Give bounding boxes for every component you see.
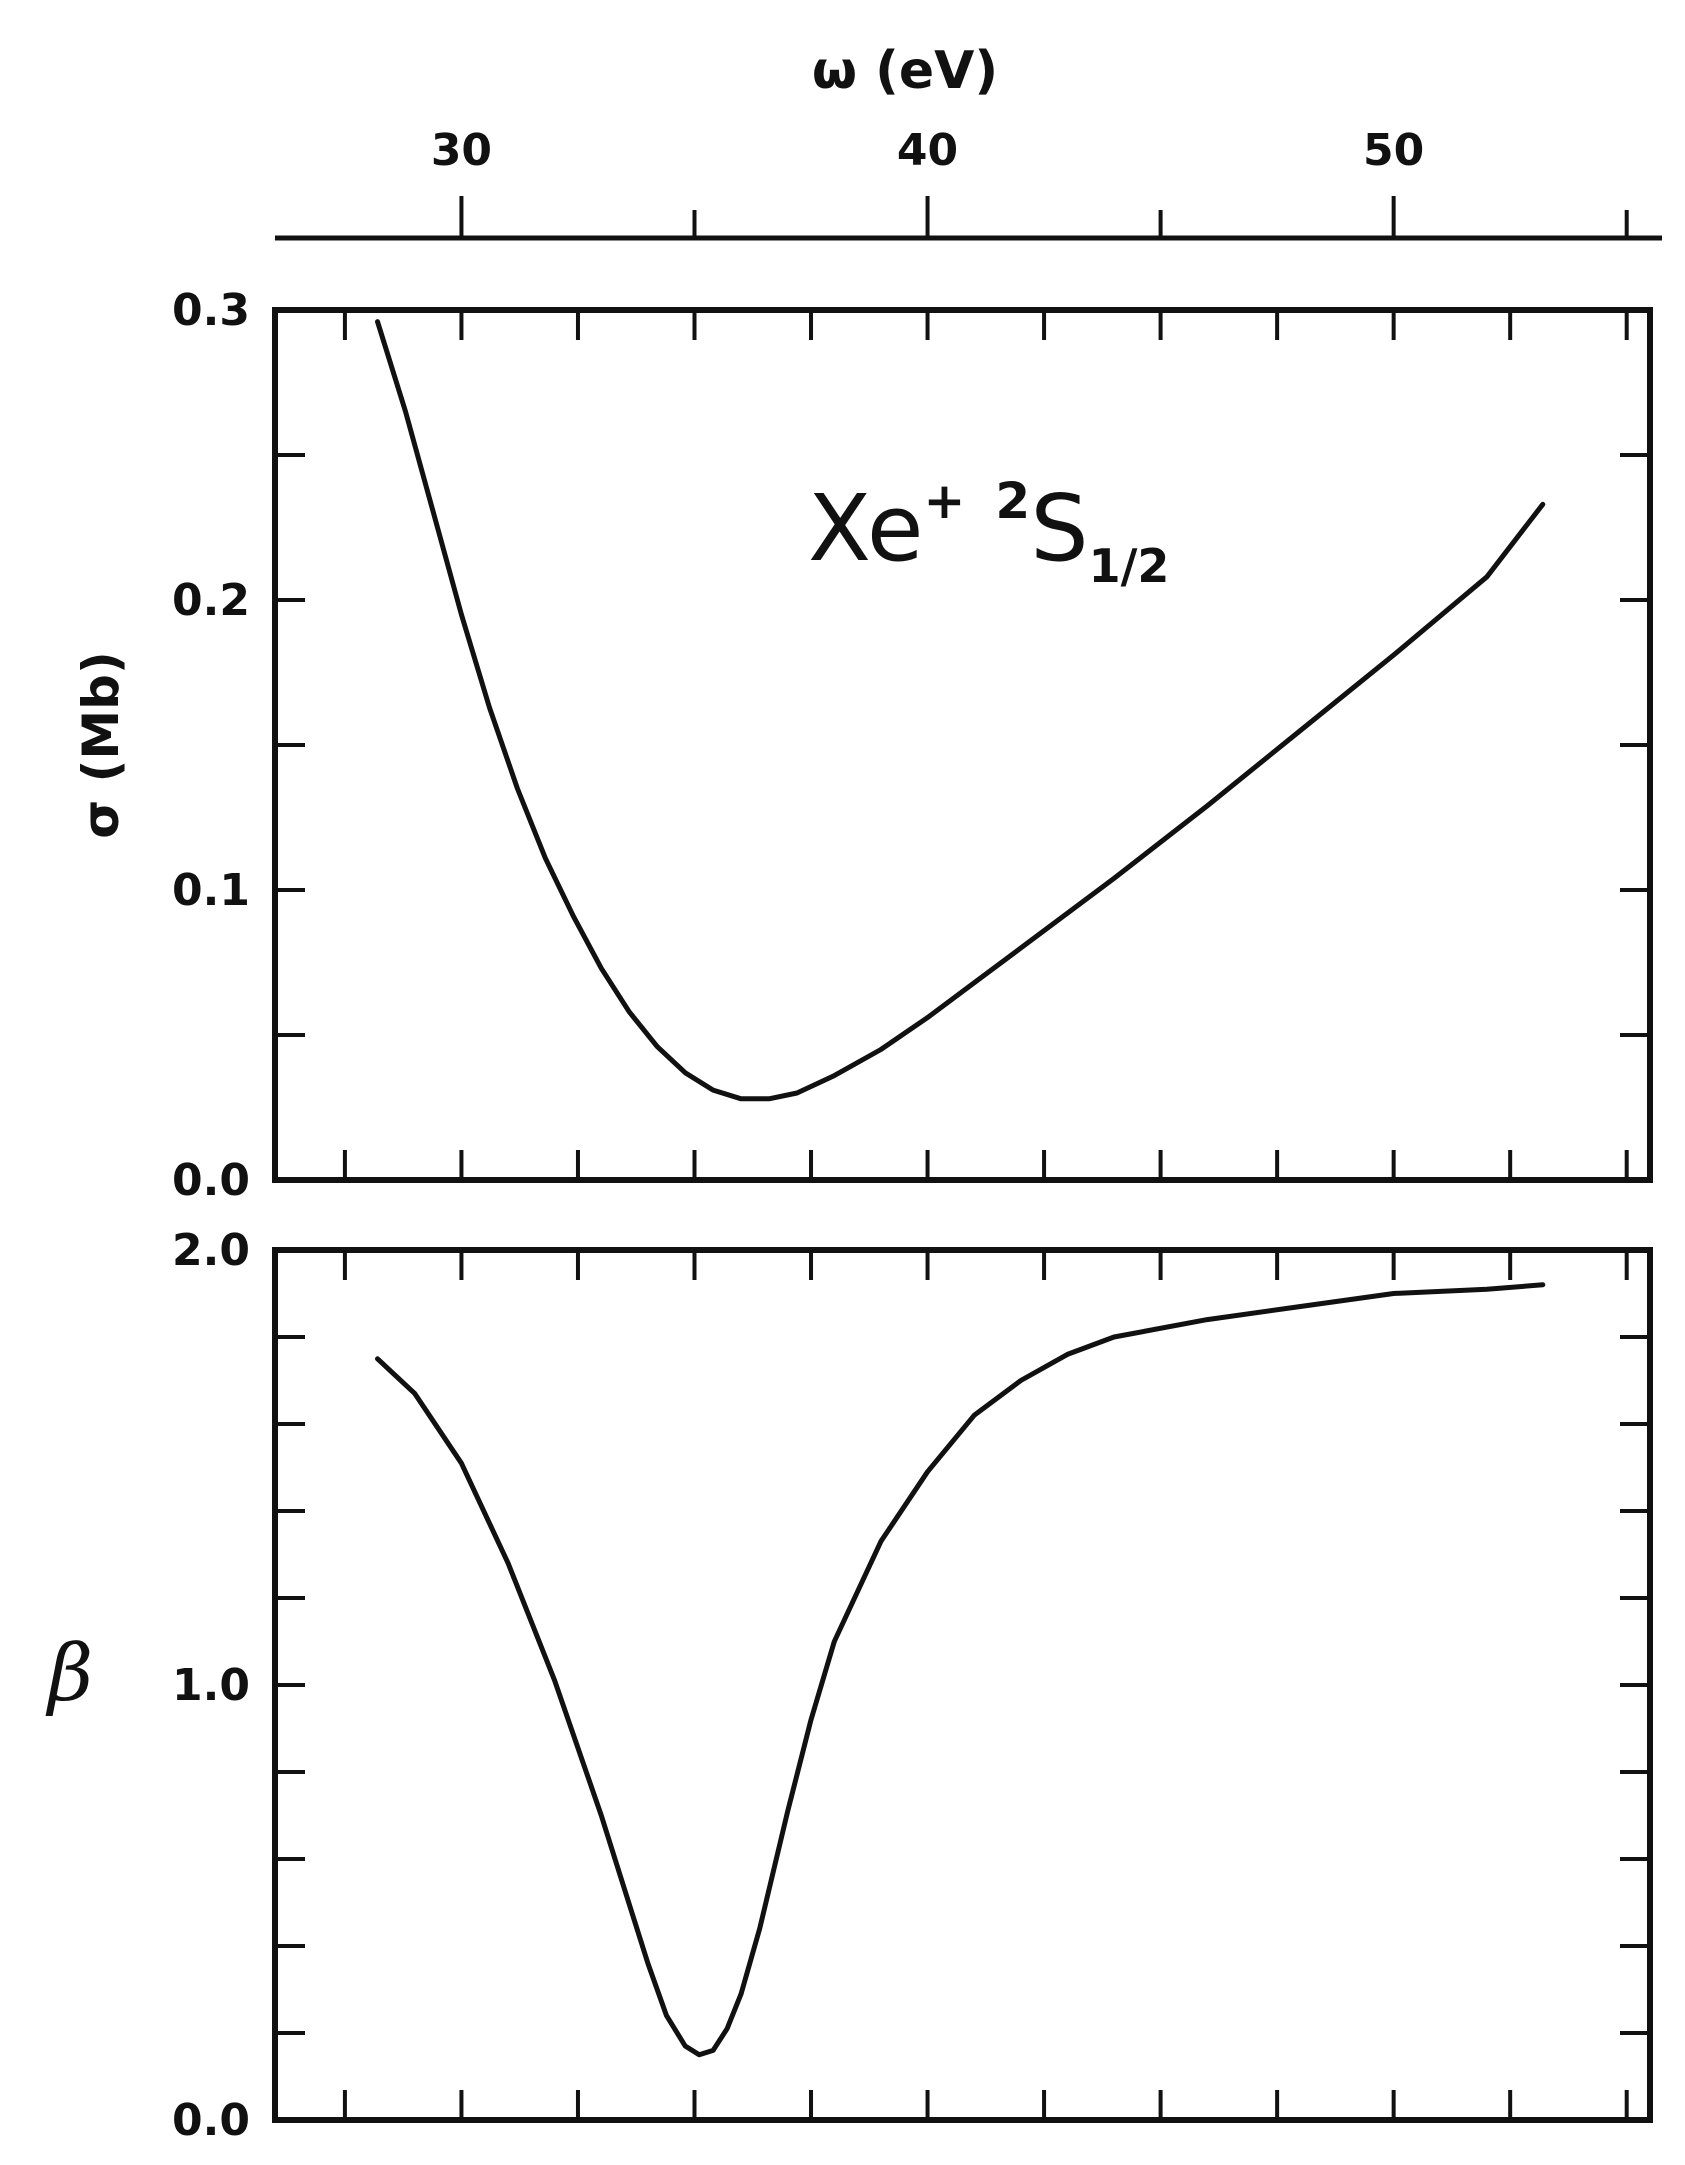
sigma-y-tick-label: 0.3 xyxy=(172,285,250,336)
sigma-y-tick-label: 0.0 xyxy=(172,1155,250,1206)
beta-y-tick-label: 1.0 xyxy=(172,1660,250,1711)
sigma-plot-frame xyxy=(272,307,1653,1183)
sigma-y-tick-labels: 0.3 0.2 0.1 0.0 xyxy=(172,285,250,1206)
top-axis-ticks xyxy=(459,196,1629,238)
beta-y-tick-label: 0.0 xyxy=(172,2095,250,2146)
beta-panel-ticks xyxy=(275,1250,1650,2120)
beta-y-tick-labels: 2.0 1.0 0.0 xyxy=(172,1225,250,2146)
x-tick-label: 30 xyxy=(431,125,492,176)
x-tick-label: 40 xyxy=(897,125,958,176)
top-axis-tick-labels: 30 40 50 xyxy=(431,125,1424,176)
sigma-y-tick-label: 0.1 xyxy=(172,865,250,916)
beta-y-axis-label: β xyxy=(45,1629,93,1719)
beta-y-tick-label: 2.0 xyxy=(172,1225,250,1276)
beta-panel: 2.0 1.0 0.0 β xyxy=(45,1225,1653,2146)
x-tick-label: 50 xyxy=(1363,125,1424,176)
beta-series-line xyxy=(375,1282,1546,2058)
x-axis-title: ω (eV) xyxy=(812,41,998,101)
species-annotation: Xe+ 2S1/2 xyxy=(808,472,1169,593)
sigma-series-line xyxy=(375,319,1546,1102)
beta-plot-frame xyxy=(272,1247,1653,2123)
sigma-panel-ticks xyxy=(275,310,1650,1180)
sigma-y-tick-label: 0.2 xyxy=(172,575,250,626)
sigma-y-axis-label: σ (Mb) xyxy=(72,651,130,839)
sigma-panel: 0.3 0.2 0.1 0.0 σ (Mb) Xe+ 2S1/2 xyxy=(72,285,1653,1206)
